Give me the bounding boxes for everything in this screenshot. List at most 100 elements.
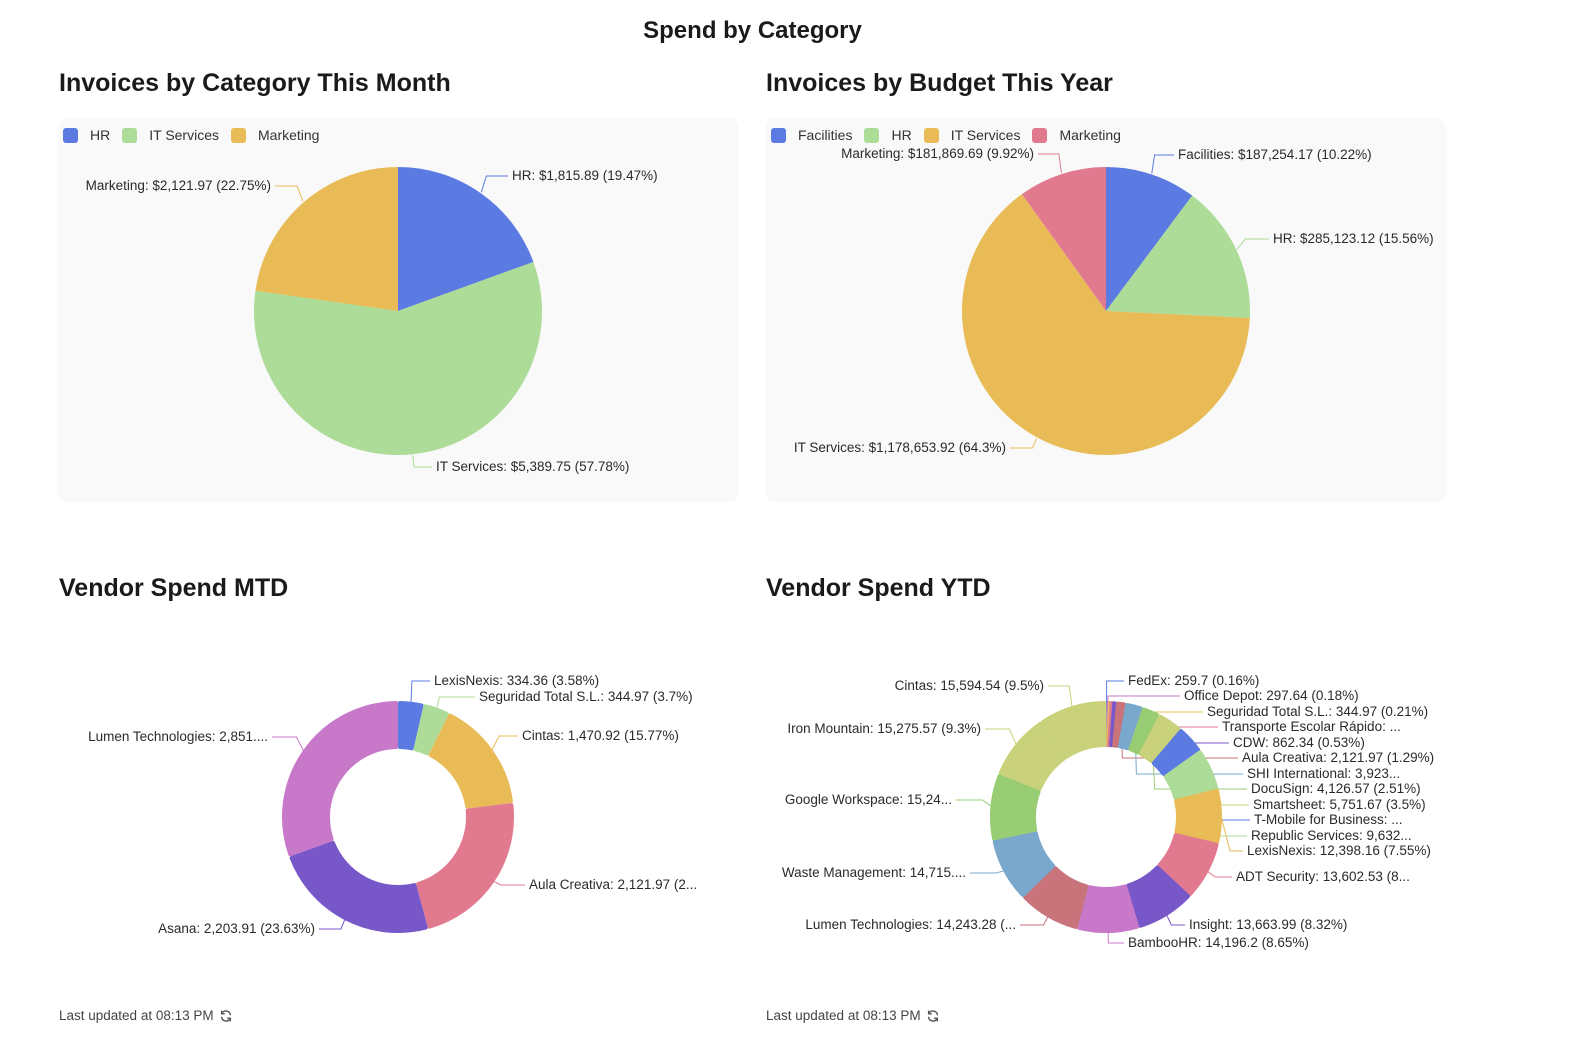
panel-title-vendor-spend-mtd: Vendor Spend MTD [59, 574, 289, 602]
legend-invoices-by-budget: Facilities HR IT Services Marketing [771, 127, 1133, 143]
legend-item-hr[interactable]: HR [864, 127, 912, 143]
slice-label: Lumen Technologies: 2,851.... [88, 729, 268, 744]
legend-item-it-services[interactable]: IT Services [122, 127, 219, 143]
slice-t-mobile-for-business[interactable] [1151, 729, 1200, 776]
label-leader-line [1236, 238, 1269, 250]
legend-swatch [63, 127, 78, 143]
legend-invoices-by-category: HR IT Services Marketing [63, 127, 331, 143]
label-leader-line [410, 680, 430, 703]
slice-label: LexisNexis: 12,398.16 (7.55%) [1247, 843, 1431, 858]
slice-label: Marketing: $181,869.69 (9.92%) [841, 146, 1034, 161]
slice-bamboohr[interactable] [1077, 884, 1140, 933]
slice-republic-services[interactable] [1163, 750, 1219, 800]
slice-label: Office Depot: 297.64 (0.18%) [1184, 688, 1359, 703]
panel-title-vendor-spend-ytd: Vendor Spend YTD [766, 574, 991, 602]
slice-seguridad-total-s-l-[interactable] [413, 704, 449, 756]
slice-label: Google Workspace: 15,24... [785, 792, 952, 807]
slice-lumen-technologies[interactable] [282, 701, 399, 857]
slice-label: SHI International: 3,923... [1247, 766, 1400, 781]
slice-marketing[interactable] [1021, 167, 1106, 311]
slice-aula-creativa[interactable] [416, 803, 514, 929]
slice-it-services[interactable] [253, 261, 542, 455]
legend-swatch [771, 127, 786, 143]
slice-label: Asana: 2,203.91 (23.63%) [158, 921, 315, 936]
panel-title-invoices-by-budget: Invoices by Budget This Year [766, 69, 1113, 97]
slice-hr[interactable] [1106, 195, 1250, 318]
slice-insight[interactable] [1126, 865, 1190, 928]
chart-vendor-spend-ytd: FedEx: 259.7 (0.16%)Office Depot: 297.64… [782, 673, 1434, 950]
slice-marketing[interactable] [255, 167, 398, 311]
refresh-icon[interactable] [926, 1009, 940, 1023]
slice-asana[interactable] [289, 840, 428, 933]
slice-label: Facilities: $187,254.17 (10.22%) [1178, 147, 1372, 162]
slice-label: Marketing: $2,121.97 (22.75%) [86, 178, 271, 193]
slice-label: BambooHR: 14,196.2 (8.65%) [1128, 935, 1309, 950]
legend-swatch [231, 127, 246, 143]
label-leader-line [491, 735, 518, 751]
slice-label: Insight: 13,663.99 (8.32%) [1189, 917, 1347, 932]
label-leader-line [493, 880, 525, 886]
legend-swatch [864, 127, 880, 143]
slice-cintas[interactable] [1041, 701, 1107, 759]
legend-label: IT Services [149, 127, 219, 143]
label-leader-line [1166, 914, 1185, 926]
slice-label: IT Services: $1,178,653.92 (64.3%) [794, 440, 1006, 455]
label-leader-line [275, 185, 304, 202]
label-leader-line [1048, 685, 1073, 708]
label-leader-line [319, 918, 346, 930]
panel-title-invoices-by-category: Invoices by Category This Month [59, 69, 451, 97]
chart-invoices-by-category-month: HR: $1,815.89 (19.47%) IT Services: $5,38… [86, 167, 658, 474]
slice-label: DocuSign: 4,126.57 (2.51%) [1251, 781, 1421, 796]
chart-vendor-spend-mtd: LexisNexis: 334.36 (3.58%)Seguridad Tota… [88, 673, 697, 936]
last-updated-ytd: Last updated at 08:13 PM [766, 1008, 940, 1023]
slice-shi-international[interactable] [1118, 703, 1143, 751]
page-title: Spend by Category [643, 17, 862, 44]
slice-smartsheet[interactable] [1138, 714, 1181, 764]
label-leader-line [272, 736, 305, 752]
legend-item-marketing[interactable]: Marketing [1032, 127, 1121, 143]
slice-lumen-technologies[interactable] [1023, 866, 1089, 929]
last-updated-mtd: Last updated at 08:13 PM [59, 1008, 233, 1023]
label-leader-line [412, 455, 432, 468]
last-updated-text: Last updated at 08:13 PM [766, 1008, 921, 1023]
label-leader-line [956, 799, 992, 808]
slice-label: Aula Creativa: 2,121.97 (1.29%) [1242, 750, 1434, 765]
slice-label: Waste Management: 14,715.... [782, 865, 966, 880]
slice-iron-mountain[interactable] [998, 721, 1066, 791]
slice-label: Iron Mountain: 15,275.57 (9.3%) [787, 721, 981, 736]
label-leader-line [1010, 438, 1038, 449]
slice-google-workspace[interactable] [990, 773, 1041, 841]
slice-docusign[interactable] [1128, 707, 1160, 755]
label-leader-line [1038, 153, 1063, 174]
legend-item-marketing[interactable]: Marketing [231, 127, 319, 143]
legend-label: Facilities [798, 127, 853, 143]
label-leader-line [1107, 931, 1124, 944]
label-leader-line [1106, 680, 1124, 703]
slice-lexisnexis[interactable] [1174, 788, 1222, 844]
legend-item-hr[interactable]: HR [63, 127, 110, 143]
slice-it-services[interactable] [962, 194, 1250, 455]
slice-label: Seguridad Total S.L.: 344.97 (3.7%) [479, 689, 693, 704]
legend-item-it-services[interactable]: IT Services [923, 127, 1020, 143]
legend-item-facilities[interactable]: Facilities [771, 127, 852, 143]
label-leader-line [1107, 695, 1180, 703]
legend-swatch [923, 127, 939, 143]
slice-label: Smartsheet: 5,751.67 (3.5%) [1253, 797, 1426, 812]
slice-facilities[interactable] [1106, 167, 1193, 311]
slice-hr[interactable] [398, 167, 534, 311]
refresh-icon[interactable] [219, 1009, 233, 1023]
slice-label: Republic Services: 9,632... [1251, 828, 1412, 843]
label-leader-line [1220, 815, 1243, 852]
slice-adt-security[interactable] [1157, 833, 1219, 896]
slice-label: ADT Security: 13,602.53 (8... [1236, 869, 1410, 884]
slice-waste-management[interactable] [992, 831, 1056, 898]
slice-cintas[interactable] [428, 713, 513, 809]
slice-label: Aula Creativa: 2,121.97 (2... [529, 877, 697, 892]
label-leader-line [970, 870, 1005, 874]
legend-swatch [122, 127, 138, 143]
slice-lexisnexis[interactable] [397, 701, 424, 751]
slice-label: Cintas: 15,594.54 (9.5%) [895, 678, 1044, 693]
label-leader-line [480, 175, 508, 193]
slice-label: FedEx: 259.7 (0.16%) [1128, 673, 1259, 688]
